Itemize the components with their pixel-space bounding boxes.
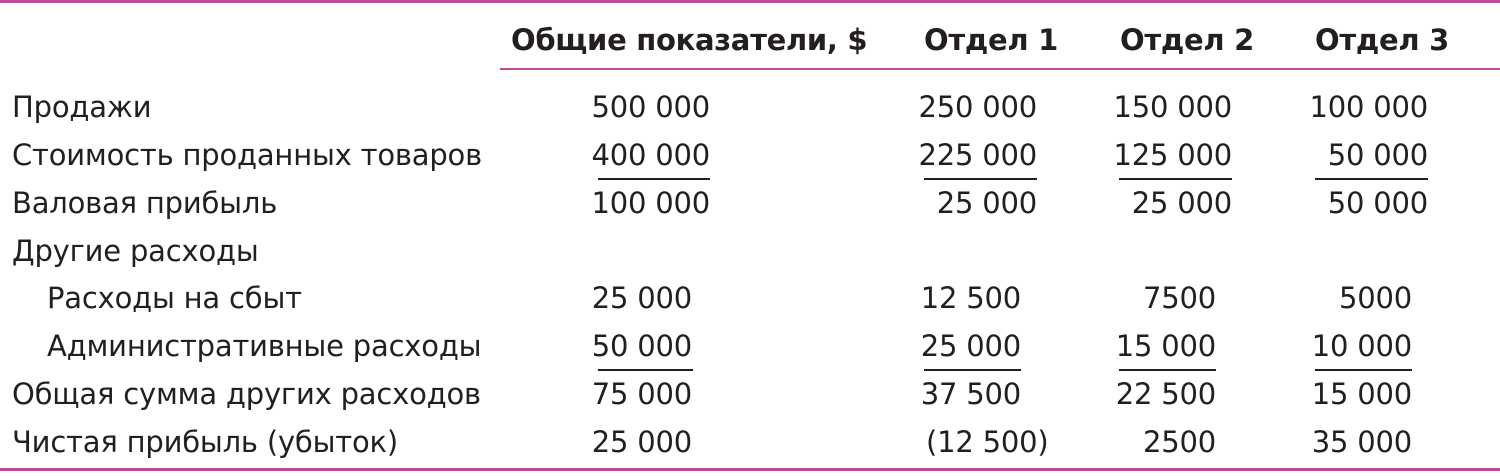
cell-dept2: 22 500 (1115, 377, 1216, 411)
cell-dept1: (12 500) (926, 425, 1049, 459)
cell-dept3: 50 000 (1327, 138, 1428, 172)
row-label: Расходы на сбыт (47, 281, 302, 315)
row-label: Общая сумма других расходов (12, 377, 481, 411)
underline (1119, 369, 1216, 371)
row-label: Продажи (12, 90, 152, 124)
cell-total: 75 000 (591, 377, 692, 411)
cell-dept1: 225 000 (918, 138, 1037, 172)
cell-dept3: 15 000 (1311, 377, 1412, 411)
table-row: Расходы на сбыт 25 000 12 500 7500 5000 (0, 274, 1500, 322)
cell-dept2: 150 000 (1113, 90, 1232, 124)
cell-dept1: 25 000 (936, 186, 1037, 220)
cell-dept1: 25 000 (920, 329, 1021, 363)
row-label: Валовая прибыль (12, 186, 278, 220)
cell-total: 25 000 (591, 425, 692, 459)
underline (1315, 178, 1428, 180)
table-row: Административные расходы 50 000 25 000 1… (0, 322, 1500, 371)
underline (598, 178, 710, 180)
bottom-rule (0, 468, 1500, 471)
underline (924, 369, 1021, 371)
table-row: Общая сумма других расходов 75 000 37 50… (0, 370, 1500, 418)
table-row: Стоимость проданных товаров 400 000 225 … (0, 131, 1500, 180)
cell-total: 50 000 (591, 329, 692, 363)
header-rule (500, 68, 1500, 70)
table-row: Другие расходы (0, 227, 1500, 275)
cell-dept3: 10 000 (1311, 329, 1412, 363)
row-label: Стоимость проданных товаров (12, 138, 482, 172)
underline (924, 178, 1037, 180)
cell-dept3: 5000 (1338, 281, 1412, 315)
underline (598, 369, 693, 371)
column-header-dept1: Отдел 1 (924, 23, 1058, 57)
cell-dept3: 50 000 (1327, 186, 1428, 220)
cell-total: 500 000 (591, 90, 710, 124)
column-header-dept2: Отдел 2 (1120, 23, 1254, 57)
cell-dept1: 12 500 (920, 281, 1021, 315)
column-header-total: Общие показатели, $ (511, 23, 868, 57)
cell-dept2: 2500 (1142, 425, 1216, 459)
row-label: Административные расходы (47, 329, 482, 363)
cell-total: 25 000 (591, 281, 692, 315)
row-label: Другие расходы (12, 234, 259, 268)
cell-dept3: 100 000 (1309, 90, 1428, 124)
column-header-dept3: Отдел 3 (1315, 23, 1449, 57)
table-row: Валовая прибыль 100 000 25 000 25 000 50… (0, 179, 1500, 227)
table-row: Продажи 500 000 250 000 150 000 100 000 (0, 83, 1500, 131)
cell-dept1: 37 500 (920, 377, 1021, 411)
underline (1315, 369, 1412, 371)
top-rule (0, 0, 1500, 3)
underline (1119, 178, 1232, 180)
cell-dept2: 25 000 (1131, 186, 1232, 220)
cell-total: 400 000 (591, 138, 710, 172)
table-row: Чистая прибыль (убыток) 25 000 (12 500) … (0, 418, 1500, 466)
cell-dept3: 35 000 (1311, 425, 1412, 459)
cell-dept2: 125 000 (1113, 138, 1232, 172)
cell-dept2: 15 000 (1115, 329, 1216, 363)
cell-total: 100 000 (591, 186, 710, 220)
cell-dept2: 7500 (1142, 281, 1216, 315)
row-label: Чистая прибыль (убыток) (12, 425, 398, 459)
cell-dept1: 250 000 (918, 90, 1037, 124)
